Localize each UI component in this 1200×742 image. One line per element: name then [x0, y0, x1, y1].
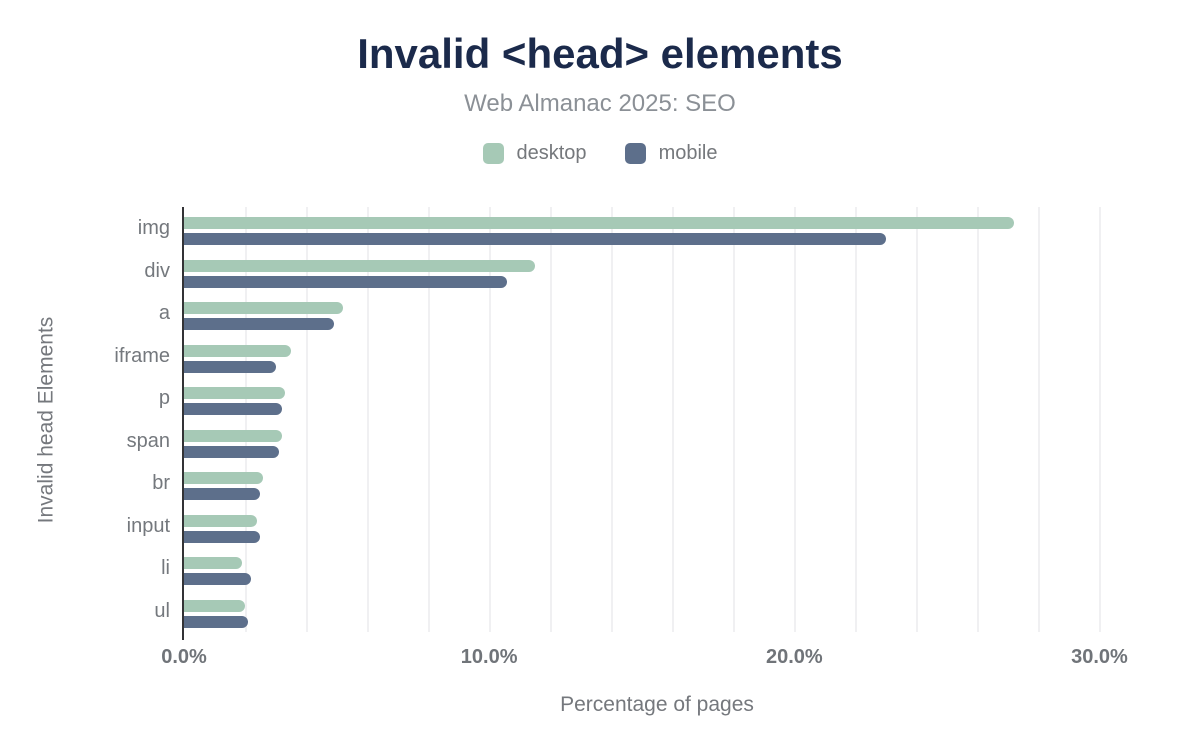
gridline-12pct [550, 207, 553, 632]
desktop-swatch-icon [482, 143, 504, 164]
x-axis-title: Percentage of pages [560, 693, 754, 716]
gridline-30pct [1099, 207, 1102, 632]
category-label-p: p [158, 387, 170, 409]
gridline-16pct [672, 207, 675, 632]
category-label-iframe: iframe [114, 344, 170, 367]
mobile-swatch-icon [624, 143, 646, 164]
bar-mobile-p[interactable] [184, 403, 282, 415]
gridline-8pct [428, 207, 431, 632]
bar-mobile-span[interactable] [184, 445, 279, 458]
bar-desktop-span[interactable] [184, 429, 282, 442]
bar-desktop-iframe[interactable] [184, 344, 291, 357]
category-label-img: img [137, 217, 170, 239]
legend-item-desktop[interactable]: desktop [482, 142, 587, 165]
bar-desktop-li[interactable] [184, 557, 242, 569]
gridline-20pct [794, 207, 797, 632]
gridline-22pct [855, 207, 858, 632]
bar-mobile-img[interactable] [184, 233, 886, 245]
bar-desktop-p[interactable] [184, 387, 285, 399]
gridline-2pct [245, 207, 248, 632]
category-label-input: input [126, 514, 170, 537]
legend-label-mobile: mobile [658, 142, 718, 164]
bar-desktop-input[interactable] [184, 514, 258, 527]
gridline-4pct [306, 207, 309, 632]
gridline-26pct [977, 207, 980, 632]
bar-desktop-ul[interactable] [184, 599, 246, 612]
bar-mobile-div[interactable] [184, 275, 508, 288]
gridline-18pct [733, 207, 736, 632]
category-label-br: br [152, 472, 170, 494]
bar-desktop-br[interactable] [184, 472, 264, 484]
x-tick-20pct: 20.0% [765, 646, 823, 668]
y-axis-line [182, 207, 184, 640]
bar-mobile-iframe[interactable] [184, 360, 276, 373]
category-label-div: div [144, 259, 170, 282]
gridline-10pct [489, 207, 492, 632]
plot-area [184, 207, 1130, 632]
x-tick-10pct: 10.0% [460, 646, 518, 668]
category-label-a: a [158, 302, 170, 324]
gridline-14pct [611, 207, 614, 632]
bar-mobile-li[interactable] [184, 573, 252, 585]
bar-mobile-ul[interactable] [184, 615, 249, 628]
x-tick-0pct: 0.0% [161, 646, 207, 668]
bar-mobile-input[interactable] [184, 530, 261, 543]
legend: desktop mobile [0, 142, 1200, 165]
bar-desktop-img[interactable] [184, 217, 1015, 229]
y-axis-category-labels: img div a iframe p span br input li ul [0, 207, 170, 632]
bar-mobile-a[interactable] [184, 318, 334, 330]
gridline-24pct [916, 207, 919, 632]
x-tick-30pct: 30.0% [1071, 646, 1128, 668]
chart-title: Invalid <head> elements [357, 30, 843, 77]
chart-subtitle: Web Almanac 2025: SEO [464, 90, 736, 117]
gridline-28pct [1038, 207, 1041, 632]
gridline-6pct [367, 207, 370, 632]
bar-desktop-div[interactable] [184, 259, 535, 272]
category-label-li: li [161, 557, 170, 579]
x-axis-tick-labels: 0.0% 10.0% 20.0% 30.0% [161, 646, 1130, 672]
category-label-ul: ul [154, 599, 170, 622]
legend-label-desktop: desktop [516, 142, 587, 164]
category-label-span: span [126, 429, 170, 452]
legend-item-mobile[interactable]: mobile [624, 142, 718, 165]
bar-desktop-a[interactable] [184, 302, 343, 314]
bar-mobile-br[interactable] [184, 488, 261, 500]
